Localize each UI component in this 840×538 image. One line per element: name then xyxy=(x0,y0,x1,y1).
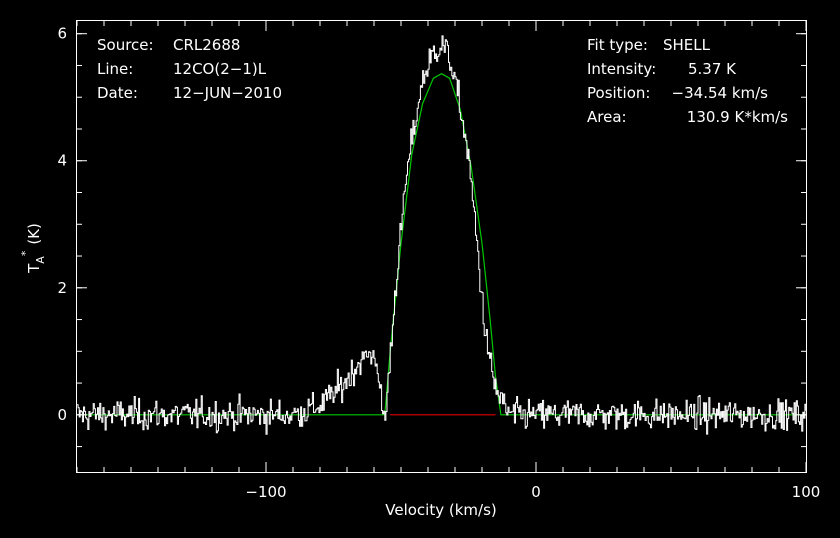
position-value: −34.54 km/s xyxy=(672,84,769,102)
fit-type-value: SHELL xyxy=(663,36,711,54)
svg-text:TA*(K): TA* (K) xyxy=(19,223,47,274)
line-key: Line: xyxy=(97,60,133,78)
y-axis-label-sub: A xyxy=(34,256,47,264)
y-tick-label: 2 xyxy=(57,279,67,297)
y-tick-label: 4 xyxy=(57,152,67,170)
ticks-layer: −100 0 100 0 2 4 6 xyxy=(57,21,820,501)
x-tick-label: 0 xyxy=(531,483,541,501)
x-tick-label: 100 xyxy=(792,483,821,501)
y-tick-label: 6 xyxy=(57,25,67,43)
y-axis-label-main: T xyxy=(25,263,43,274)
intensity-key: Intensity: xyxy=(587,60,656,78)
spectrum-line xyxy=(77,35,807,435)
area-value: 130.9 K*km/s xyxy=(687,108,788,126)
plot-layer xyxy=(77,35,807,435)
info-left: Source: CRL2688 Line: 12CO(2−1)L Date: 1… xyxy=(97,36,282,102)
source-value: CRL2688 xyxy=(173,36,240,54)
y-axis-label-sup: * xyxy=(19,250,32,256)
y-axis-label-unit: (K) xyxy=(25,223,43,245)
y-tick-label: 0 xyxy=(57,406,67,424)
x-axis-label: Velocity (km/s) xyxy=(385,501,496,519)
fit-curve xyxy=(77,73,806,416)
y-axis-label: TA* (K) xyxy=(19,223,47,274)
info-right: Fit type: SHELL Intensity: 5.37 K Positi… xyxy=(587,36,788,126)
date-value: 12−JUN−2010 xyxy=(173,84,282,102)
line-value: 12CO(2−1)L xyxy=(173,60,267,78)
x-tick-label: −100 xyxy=(245,483,286,501)
plot-frame xyxy=(76,20,807,473)
intensity-value: 5.37 K xyxy=(688,60,737,78)
fit-type-key: Fit type: xyxy=(587,36,648,54)
position-key: Position: xyxy=(587,84,650,102)
area-key: Area: xyxy=(587,108,627,126)
source-key: Source: xyxy=(97,36,154,54)
date-key: Date: xyxy=(97,84,138,102)
